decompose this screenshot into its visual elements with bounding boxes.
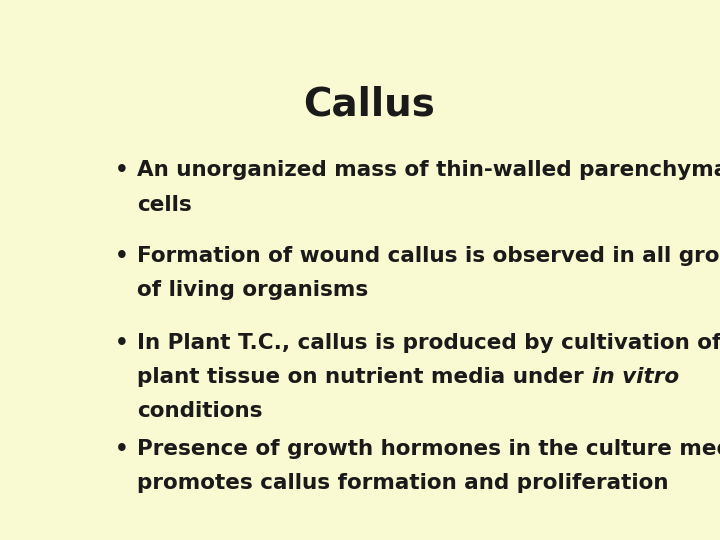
- Text: Presence of growth hormones in the culture media: Presence of growth hormones in the cultu…: [138, 439, 720, 459]
- Text: promotes callus formation and proliferation: promotes callus formation and proliferat…: [138, 473, 669, 493]
- Text: of living organisms: of living organisms: [138, 280, 369, 300]
- Text: •: •: [115, 246, 129, 266]
- Text: cells: cells: [138, 194, 192, 214]
- Text: •: •: [115, 160, 129, 180]
- Text: in vitro: in vitro: [592, 367, 679, 387]
- Text: •: •: [115, 333, 129, 353]
- Text: Callus: Callus: [303, 85, 435, 124]
- Text: conditions: conditions: [138, 401, 263, 421]
- Text: plant tissue on nutrient media under: plant tissue on nutrient media under: [138, 367, 592, 387]
- Text: Formation of wound callus is observed in all groups: Formation of wound callus is observed in…: [138, 246, 720, 266]
- Text: In Plant T.C., callus is produced by cultivation of: In Plant T.C., callus is produced by cul…: [138, 333, 720, 353]
- Text: An unorganized mass of thin-walled parenchyma: An unorganized mass of thin-walled paren…: [138, 160, 720, 180]
- Text: •: •: [115, 439, 129, 459]
